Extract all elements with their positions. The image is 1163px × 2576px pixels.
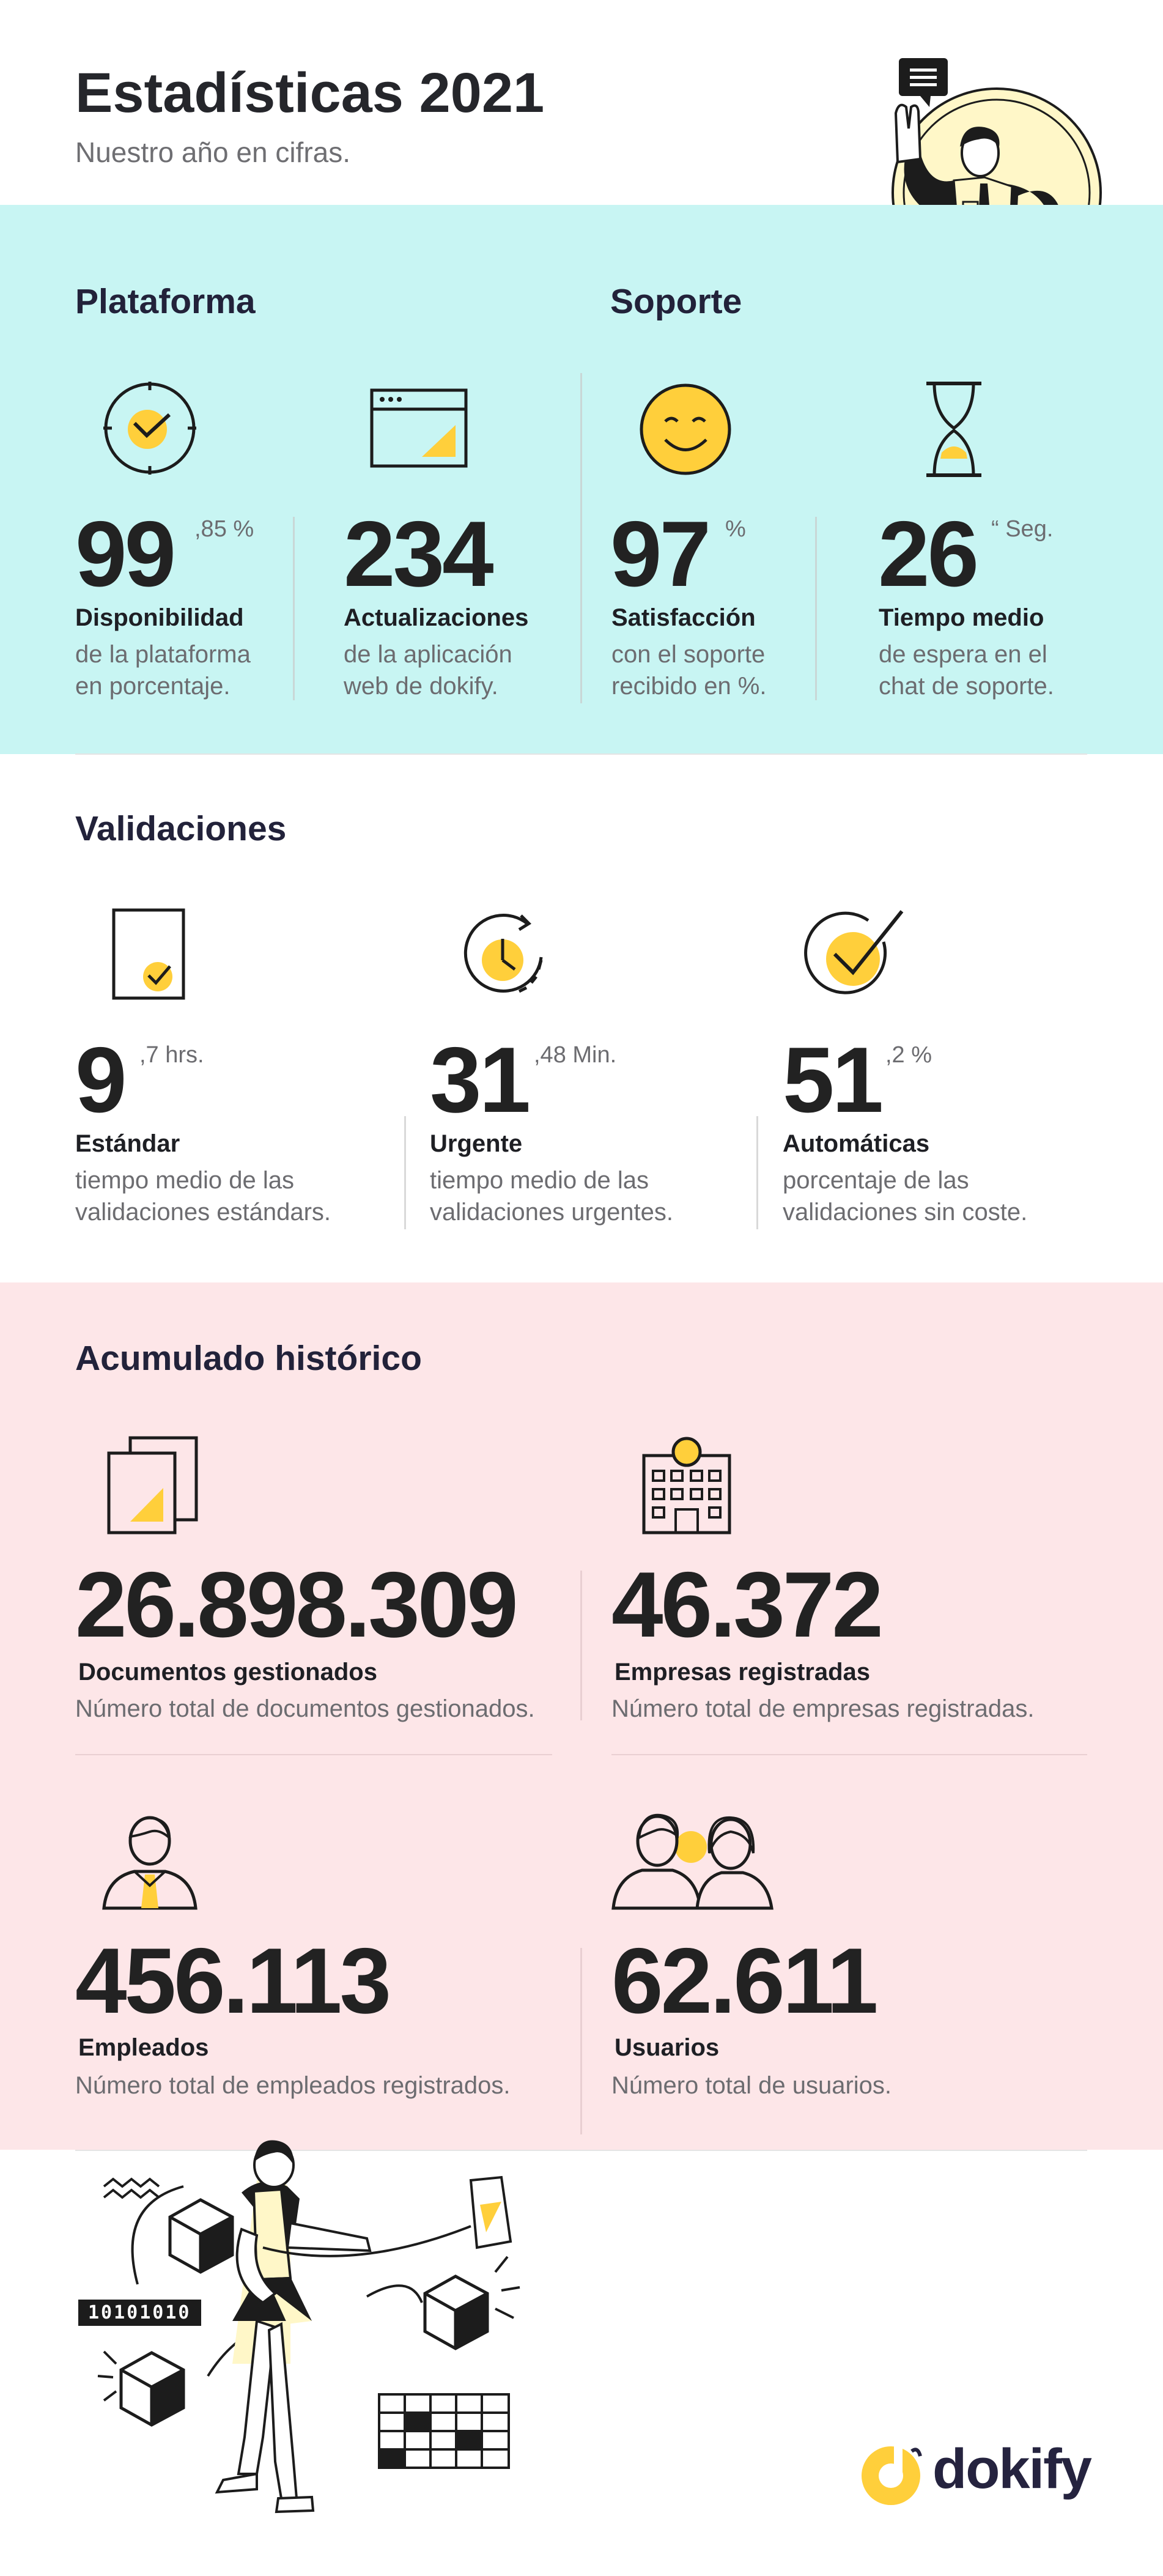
page-title: Estadísticas 2021 (75, 62, 545, 124)
stat-suffix: ,2 % (885, 1042, 932, 1068)
divider (580, 373, 582, 703)
clock-check-icon (101, 379, 199, 477)
stat-label: Tiempo medio (879, 604, 1044, 631)
stat-label: Documentos gestionados (78, 1659, 377, 1686)
stat-desc: porcentaje de las validaciones sin coste… (783, 1167, 1028, 1226)
stat-suffix: “ Seg. (991, 516, 1054, 542)
stat-label: Usuarios (615, 2034, 720, 2061)
stat-label: Disponibilidad (75, 604, 244, 631)
stat-number: 26.898.309 (75, 1553, 519, 1657)
smiley-face-icon (638, 382, 733, 477)
stat-desc: Número total de empleados registrados. (75, 2072, 511, 2099)
row-divider (611, 1754, 1087, 1755)
stat-label: Urgente (430, 1130, 523, 1157)
stat-label: Satisfacción (611, 604, 756, 631)
stat-desc: con el soporte recibido en %. (611, 641, 767, 700)
stat-automaticas: 51 ,2 % (783, 1034, 932, 1127)
divider (580, 1571, 582, 1720)
stat-desc: de la aplicación web de dokify. (344, 641, 512, 700)
stat-number: 62.611 (611, 1929, 879, 2033)
clock-refresh-icon (463, 908, 548, 1000)
stat-number: 9 (75, 1028, 127, 1132)
divider (293, 517, 295, 700)
stat-label: Empresas registradas (615, 1659, 871, 1686)
browser-window-icon (370, 388, 468, 468)
stat-desc: Número total de documentos gestionados. (75, 1695, 535, 1722)
stat-disponibilidad: 99 ,85 % (75, 508, 254, 601)
stat-suffix: ,48 Min. (534, 1042, 617, 1068)
acumulado-title: Acumulado histórico (75, 1339, 422, 1378)
stat-number: 46.372 (611, 1553, 884, 1657)
stat-desc: de espera en el chat de soporte. (879, 641, 1054, 700)
stat-label: Automáticas (783, 1130, 930, 1157)
stat-label: Empleados (78, 2034, 209, 2061)
dokify-logo-text: dokify (932, 2438, 1092, 2500)
divider (404, 1116, 406, 1229)
plataforma-title: Plataforma (75, 282, 256, 321)
users-group-icon (611, 1810, 777, 1911)
stat-number: 456.113 (75, 1929, 391, 2033)
stat-desc: tiempo medio de las validaciones urgente… (430, 1167, 674, 1226)
stat-number: 99 (75, 502, 176, 606)
document-check-icon (112, 908, 185, 1000)
divider (815, 517, 817, 700)
stat-suffix: % (725, 516, 746, 542)
stat-number: 31 (430, 1028, 531, 1132)
soporte-title: Soporte (610, 282, 742, 321)
stat-label: Actualizaciones (344, 604, 529, 631)
stat-satisfaccion: 97 % (610, 508, 746, 601)
employee-person-icon (101, 1813, 199, 1911)
stat-number: 234 (344, 502, 494, 606)
stat-suffix: ,7 hrs. (139, 1042, 204, 1068)
stat-suffix: ,85 % (194, 516, 254, 542)
office-building-icon (638, 1437, 736, 1535)
validaciones-title: Validaciones (75, 809, 287, 848)
documents-stack-icon (107, 1436, 199, 1534)
stat-number: 97 (610, 502, 711, 606)
divider (580, 1948, 582, 2134)
stat-urgente: 31 ,48 Min. (430, 1034, 616, 1127)
binary-label: 10101010 (78, 2300, 201, 2326)
stat-desc: de la plataforma en porcentaje. (75, 641, 251, 700)
circle-check-icon (804, 905, 908, 1003)
stat-number: 26 (878, 502, 979, 606)
stat-actualizaciones: 234 (344, 508, 494, 601)
stat-estandar: 9 ,7 hrs. (75, 1034, 204, 1127)
stat-label: Estándar (75, 1130, 180, 1157)
stat-desc: Número total de usuarios. (611, 2072, 892, 2099)
stat-desc: tiempo medio de las validaciones estánda… (75, 1167, 331, 1226)
page-subtitle: Nuestro año en cifras. (75, 136, 351, 168)
woman-documents-illustration (79, 2119, 544, 2529)
dokify-logo-icon (859, 2440, 926, 2508)
stat-tiempo-medio: 26 “ Seg. (878, 508, 1053, 601)
section-divider (75, 2150, 1087, 2151)
section-divider (75, 753, 1087, 755)
row-divider (75, 1754, 552, 1755)
stat-desc: Número total de empresas registradas. (611, 1695, 1035, 1722)
stat-number: 51 (783, 1028, 884, 1132)
hourglass-icon (923, 380, 984, 478)
divider (756, 1116, 758, 1229)
